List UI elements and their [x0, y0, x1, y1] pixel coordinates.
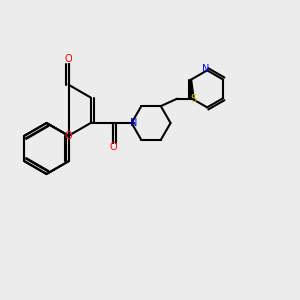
- Text: S: S: [191, 94, 197, 103]
- Text: O: O: [65, 131, 72, 141]
- Text: O: O: [65, 54, 72, 64]
- Text: N: N: [202, 64, 209, 74]
- Text: O: O: [110, 142, 117, 152]
- Text: N: N: [130, 118, 138, 128]
